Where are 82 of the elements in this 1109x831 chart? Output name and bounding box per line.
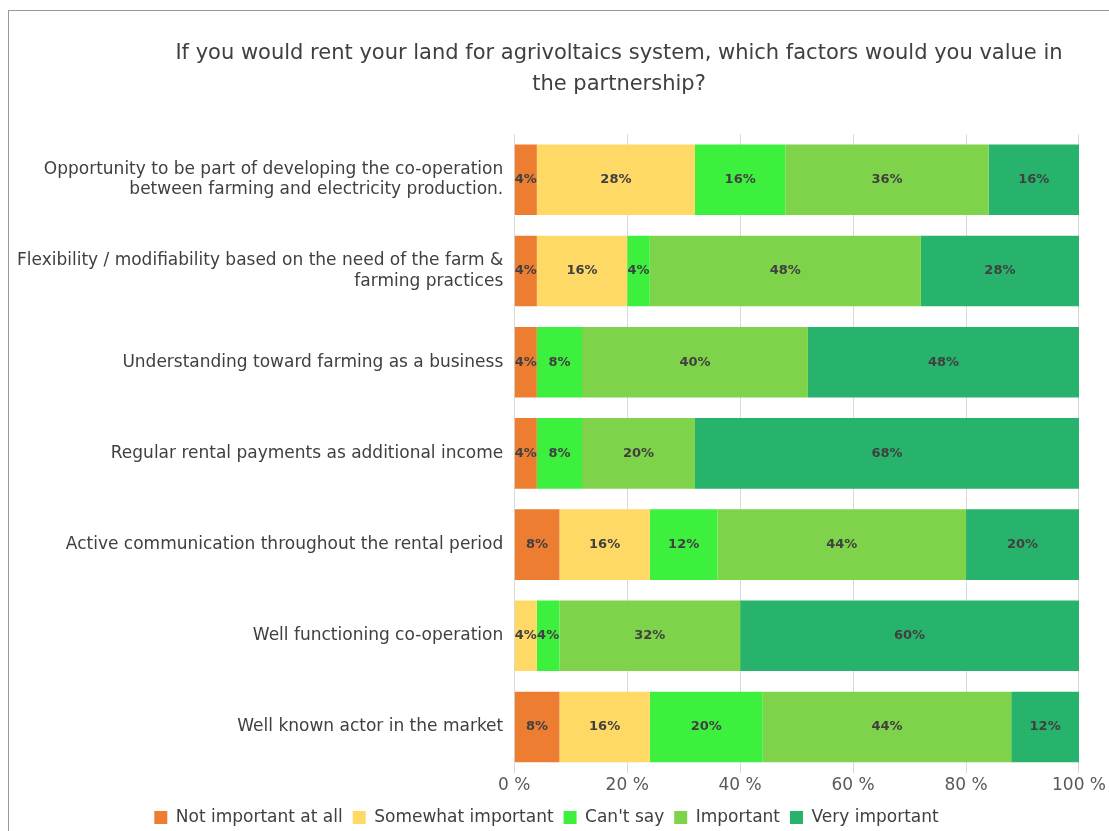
bar — [649, 235, 921, 307]
bar — [514, 600, 537, 672]
data-label: 16% — [724, 171, 756, 187]
y-tick-label: Opportunity to be part of developing the co-operation between farming and electricity production. — [43, 158, 504, 199]
y-tick-label: Active communication throughout the rental period — [65, 533, 504, 554]
data-label: 8% — [526, 535, 549, 551]
data-label: 20% — [1006, 535, 1039, 551]
data-label: 16% — [589, 535, 621, 551]
bar — [649, 691, 763, 763]
data-label: 12% — [668, 535, 700, 551]
bar — [514, 235, 537, 307]
bar — [627, 235, 650, 307]
y-tick-label: Flexibility / modifiability based on the need of the farm & farming practices — [16, 249, 504, 290]
y-tick-label: Well functioning co-operation — [252, 624, 504, 645]
bar — [536, 144, 695, 216]
bar — [694, 418, 1079, 489]
x-tick-label: 100 % — [1051, 774, 1107, 795]
x-tick-label: 80 % — [944, 774, 988, 795]
data-label: 8% — [548, 444, 571, 460]
x-tick-label: 40 % — [718, 774, 762, 795]
bar — [988, 144, 1079, 216]
data-label: 4% — [514, 262, 537, 278]
bar — [582, 418, 695, 489]
bar — [559, 691, 650, 763]
bar — [717, 509, 967, 580]
data-label: 48% — [927, 353, 960, 369]
data-label: 16% — [589, 718, 621, 734]
data-label: 44% — [826, 535, 858, 551]
y-tick-label: Regular rental payments as additional income — [110, 441, 504, 462]
data-label: 48% — [769, 262, 801, 278]
bar — [785, 144, 989, 216]
bar — [920, 235, 1079, 307]
data-label: 4% — [514, 627, 537, 643]
bar — [740, 600, 1079, 672]
legend-label: Important — [695, 805, 781, 826]
bar — [559, 600, 741, 672]
bar — [514, 509, 560, 580]
data-label: 16% — [1018, 171, 1050, 187]
bar — [536, 326, 583, 398]
data-label: 40% — [679, 353, 711, 369]
x-tick-label: 60 % — [831, 774, 875, 795]
data-label: 8% — [526, 718, 549, 734]
data-label: 16% — [566, 262, 598, 278]
legend-label: Very important — [811, 805, 940, 826]
data-label: 4% — [514, 353, 537, 369]
bar — [807, 326, 1079, 398]
data-label: 4% — [537, 627, 560, 643]
x-tick-label: 20 % — [605, 774, 649, 795]
data-label: 4% — [627, 262, 650, 278]
bar — [582, 326, 808, 398]
data-label: 36% — [871, 171, 903, 187]
y-tick-label: Understanding toward farming as a business — [122, 350, 504, 371]
bar — [514, 418, 537, 489]
bar — [536, 418, 583, 489]
legend-label: Can't say — [585, 805, 665, 826]
data-label: 32% — [634, 627, 666, 643]
legend-label: Not important at all — [175, 805, 343, 826]
bar — [649, 509, 718, 580]
y-tick-label: Well known actor in the market — [237, 715, 504, 736]
bar — [559, 509, 650, 580]
bar — [536, 235, 628, 307]
bar — [694, 144, 786, 216]
bar — [514, 326, 537, 398]
data-label: 28% — [984, 262, 1016, 278]
data-label: 44% — [871, 718, 903, 734]
data-label: 12% — [1029, 718, 1061, 734]
bar — [514, 691, 560, 763]
data-label: 20% — [690, 718, 722, 734]
data-label: 60% — [894, 627, 926, 643]
data-label: 20% — [622, 444, 655, 460]
bar — [514, 144, 537, 216]
bar — [966, 509, 1079, 580]
legend-label: Somewhat important — [374, 805, 554, 826]
data-label: 4% — [514, 171, 537, 187]
bar — [762, 691, 1012, 763]
bar — [1011, 691, 1079, 763]
data-label: 28% — [600, 171, 632, 187]
data-label: 8% — [548, 353, 571, 369]
data-label: 4% — [514, 444, 537, 460]
x-tick-label: 0 % — [498, 774, 531, 795]
chart-title: If you would rent your land for agrivoltaics system, which factors would you value in the partnership? — [174, 39, 1064, 97]
data-label: 68% — [871, 444, 903, 460]
